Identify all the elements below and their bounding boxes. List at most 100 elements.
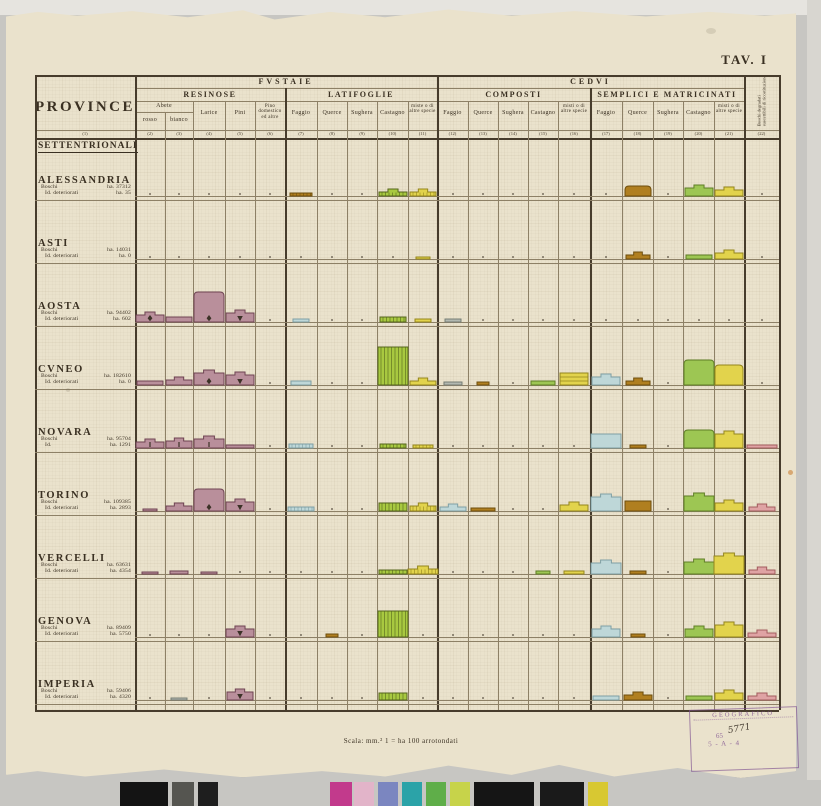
header-col-18: Querce <box>627 110 648 116</box>
table-left-border <box>35 75 37 710</box>
bar-col-10 <box>379 316 406 323</box>
bar-col-15 <box>530 380 556 386</box>
header-col-7: Faggio <box>291 110 311 116</box>
header-col-21: misti o di altre specie <box>715 104 743 115</box>
row-separator <box>35 578 779 579</box>
table-bottom-border <box>35 710 779 712</box>
zero-mark <box>178 192 180 195</box>
zero-mark <box>542 192 544 195</box>
zero-mark <box>451 633 454 636</box>
zero-mark <box>482 192 484 195</box>
zero-mark <box>667 570 669 573</box>
zero-mark <box>760 381 763 384</box>
bar-col-7 <box>288 443 314 449</box>
bar-col-16 <box>563 570 585 575</box>
province-deteriorati-value: ha. 5750 <box>110 631 131 637</box>
header-col-16: misti o di altre specie <box>560 104 588 115</box>
bar-col-20 <box>685 254 712 260</box>
bar-col-21 <box>713 552 745 575</box>
province-boschi-value: ha. 109385 <box>104 499 131 505</box>
grid-line-v <box>135 75 137 710</box>
backing-strip <box>0 0 821 15</box>
zero-mark <box>300 696 302 699</box>
grid-line-v <box>528 101 529 710</box>
zero-mark <box>149 696 151 699</box>
bar-col-21 <box>714 186 744 197</box>
zero-mark <box>667 381 669 384</box>
bar-marker <box>149 442 151 447</box>
bar-col-5 <box>225 625 255 638</box>
province-boschi-value: ha. 94402 <box>107 310 131 316</box>
header-colnum-6: (6) <box>267 130 273 136</box>
bar-col-7 <box>287 506 315 512</box>
zero-mark <box>512 633 514 636</box>
zero-mark <box>269 633 271 636</box>
grid-line-h <box>135 112 193 113</box>
bar-marker <box>237 631 243 637</box>
province-deteriorati-value: ha. 2893 <box>110 505 131 511</box>
zero-mark <box>361 696 363 699</box>
province-boschi: Boschi <box>41 625 58 631</box>
zero-mark <box>573 696 575 699</box>
bar-col-13 <box>470 507 496 512</box>
grid-line-v <box>683 101 684 710</box>
province-boschi-value: ha. 59406 <box>107 688 131 694</box>
zero-mark <box>512 318 514 321</box>
province-boschi: Boschi <box>41 688 58 694</box>
zero-mark <box>149 633 151 636</box>
calibration-chip <box>474 782 534 806</box>
header-subgroup: LATIFOGLIE <box>327 89 395 99</box>
bar-col-16 <box>559 372 589 386</box>
bar-col-3 <box>165 502 193 512</box>
paper-stain <box>706 28 716 34</box>
bar-col-18 <box>625 377 650 386</box>
zero-mark <box>482 318 484 321</box>
zero-mark <box>421 633 424 636</box>
zero-mark <box>760 318 763 321</box>
header-group-fvstaie: FVSTAIE <box>258 76 314 86</box>
zero-mark <box>361 444 363 447</box>
zero-mark <box>482 255 484 258</box>
header-colnum-14: (14) <box>509 130 517 136</box>
zero-mark <box>361 570 363 573</box>
row-baseline <box>135 448 779 449</box>
header-colnum-22: (22) <box>757 130 766 136</box>
bar-col-10 <box>377 346 408 386</box>
province-name: TORINO <box>38 490 90 501</box>
zero-mark <box>269 570 271 573</box>
bar-col-21 <box>714 249 744 260</box>
bar-col-18 <box>629 444 646 449</box>
bar-col-3 <box>170 697 188 701</box>
bar-col-7 <box>289 192 313 197</box>
header-col-20: Castagno <box>686 110 711 116</box>
header-colnum-4: (4) <box>206 130 212 136</box>
bar-col-10 <box>379 443 406 449</box>
province-colnum: (1) <box>82 130 88 136</box>
zero-mark <box>482 444 484 447</box>
province-boschi: Boschi <box>41 184 58 190</box>
bar-col-4 <box>193 291 225 323</box>
bar-col-20 <box>683 359 714 386</box>
row-separator <box>35 704 779 705</box>
calibration-chip <box>330 782 352 806</box>
calibration-chip <box>354 782 374 806</box>
grid-line-v <box>347 101 348 710</box>
bar-col-2 <box>135 438 165 449</box>
bar-col-18 <box>629 570 646 575</box>
bar-col-2 <box>142 508 158 512</box>
row-baseline <box>135 196 779 197</box>
province-deteriorati: Id. deteriorati <box>45 631 79 637</box>
province-boschi: Boschi <box>41 310 58 316</box>
grid-line-v <box>744 75 746 710</box>
grid-line-v <box>255 101 256 710</box>
province-deteriorati-value: ha. 0 <box>119 253 131 259</box>
bar-col-11 <box>414 318 431 323</box>
grid-line-v <box>468 101 469 710</box>
header-bottom-border <box>35 138 779 140</box>
zero-mark <box>208 192 210 195</box>
province-name: AOSTA <box>38 301 82 312</box>
header-colnum-16: (16) <box>570 130 578 136</box>
calibration-chip <box>120 782 168 806</box>
bar-col-5 <box>225 444 255 449</box>
province-boschi: Boschi <box>41 247 58 253</box>
